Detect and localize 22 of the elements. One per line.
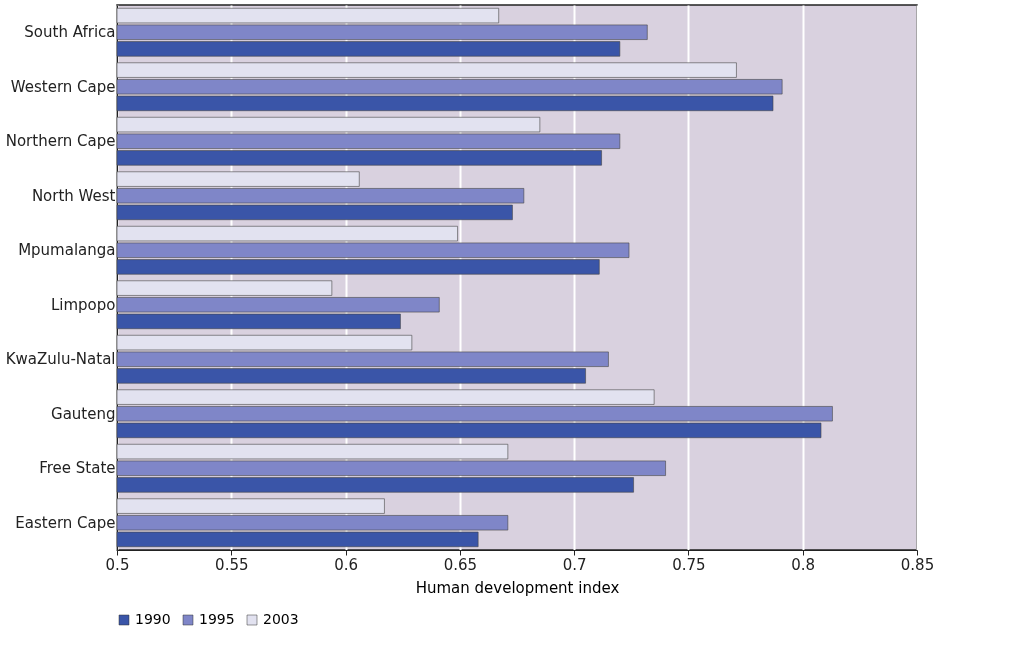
y-tick-label: Gauteng [51,404,116,423]
y-tick-label: Free State [39,459,116,478]
legend-label: 1990 [135,611,171,627]
y-tick-label: KwaZulu-Natal [5,350,116,369]
legend-label: 2003 [263,611,299,627]
x-tick-label: 0.7 [562,555,587,574]
x-tick-label: 0.85 [900,555,935,574]
y-tick-label: South Africa [24,23,116,42]
x-tick-label: 0.65 [443,555,478,574]
y-tick-label: Mpumalanga [18,241,116,260]
x-tick-label: 0.5 [105,555,130,574]
y-tick-label: Eastern Cape [15,513,116,532]
y-tick-label: Northern Cape [5,132,116,151]
y-tick-label: Limpopo [50,295,116,314]
y-tick-label: North West [31,186,116,205]
x-tick-label: 0.75 [672,555,706,574]
legend-label: 1995 [199,611,235,627]
x-tick-label: 0.8 [791,555,816,574]
x-axis-title: Human development index [415,578,620,597]
x-tick-label: 0.55 [215,555,249,574]
x-tick-label: 0.6 [334,555,358,574]
y-tick-label: Western Cape [10,77,116,96]
